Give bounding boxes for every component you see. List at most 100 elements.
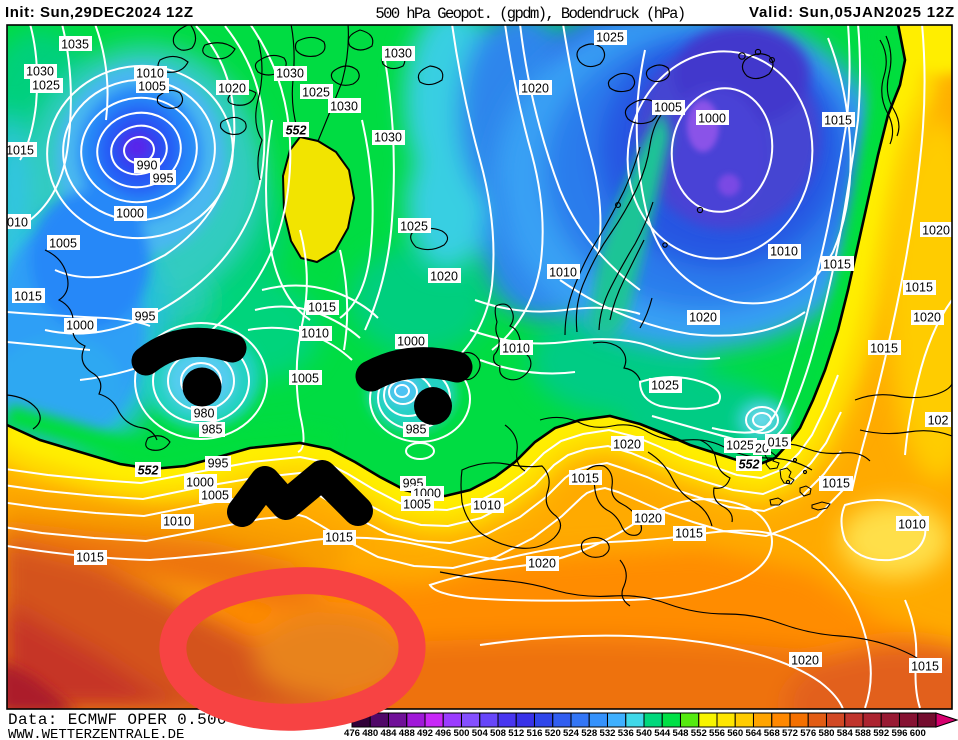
svg-text:1015: 1015 xyxy=(905,281,933,295)
svg-text:1020: 1020 xyxy=(613,438,641,452)
svg-text:564: 564 xyxy=(745,728,762,739)
svg-text:1010: 1010 xyxy=(301,327,329,341)
svg-text:500: 500 xyxy=(453,728,469,739)
svg-text:524: 524 xyxy=(563,728,580,739)
svg-text:568: 568 xyxy=(764,728,781,739)
svg-text:1020: 1020 xyxy=(521,82,549,96)
svg-text:1020: 1020 xyxy=(689,311,717,325)
svg-text:1020: 1020 xyxy=(913,311,941,325)
svg-text:015: 015 xyxy=(768,436,789,450)
svg-text:1000: 1000 xyxy=(66,319,94,333)
svg-text:1025: 1025 xyxy=(400,220,428,234)
svg-text:1015: 1015 xyxy=(823,258,851,272)
svg-text:1020: 1020 xyxy=(528,557,556,571)
svg-text:1010: 1010 xyxy=(549,266,577,280)
svg-text:540: 540 xyxy=(636,728,652,739)
svg-text:496: 496 xyxy=(435,728,451,739)
svg-text:1030: 1030 xyxy=(330,100,358,114)
svg-text:1020: 1020 xyxy=(430,270,458,284)
svg-text:528: 528 xyxy=(581,728,598,739)
svg-text:1010: 1010 xyxy=(163,515,191,529)
svg-text:552: 552 xyxy=(286,124,307,138)
svg-text:500 hPa Geopot. (gpdm), Bodend: 500 hPa Geopot. (gpdm), Bodendruck (hPa) xyxy=(375,5,684,23)
svg-text:536: 536 xyxy=(618,728,634,739)
svg-text:980: 980 xyxy=(194,407,215,421)
svg-text:102: 102 xyxy=(928,414,949,428)
svg-text:990: 990 xyxy=(137,159,158,173)
svg-text:588: 588 xyxy=(855,728,872,739)
svg-text:1030: 1030 xyxy=(384,47,412,61)
svg-text:1010: 1010 xyxy=(502,342,530,356)
svg-text:1000: 1000 xyxy=(698,112,726,126)
svg-text:1015: 1015 xyxy=(870,342,898,356)
svg-text:Init: Sun,29DEC2024 12Z: Init: Sun,29DEC2024 12Z xyxy=(5,4,194,21)
svg-text:1035: 1035 xyxy=(61,38,89,52)
svg-text:995: 995 xyxy=(135,310,156,324)
svg-text:Valid: Sun,05JAN2025 12Z: Valid: Sun,05JAN2025 12Z xyxy=(749,4,955,21)
svg-text:1025: 1025 xyxy=(596,31,624,45)
svg-text:552: 552 xyxy=(138,464,159,478)
svg-text:600: 600 xyxy=(910,728,926,739)
svg-text:552: 552 xyxy=(691,728,707,739)
svg-text:1015: 1015 xyxy=(571,472,599,486)
svg-text:1015: 1015 xyxy=(6,144,34,158)
svg-text:1020: 1020 xyxy=(218,82,246,96)
svg-text:985: 985 xyxy=(406,423,427,437)
svg-text:995: 995 xyxy=(208,457,229,471)
svg-text:1010: 1010 xyxy=(136,67,164,81)
svg-text:1020: 1020 xyxy=(634,512,662,526)
svg-text:WWW.WETTERZENTRALE.DE: WWW.WETTERZENTRALE.DE xyxy=(8,727,184,740)
svg-text:1005: 1005 xyxy=(403,498,431,512)
svg-text:1015: 1015 xyxy=(822,477,850,491)
svg-text:480: 480 xyxy=(362,728,378,739)
svg-text:1015: 1015 xyxy=(76,551,104,565)
svg-text:1000: 1000 xyxy=(397,335,425,349)
svg-text:560: 560 xyxy=(727,728,743,739)
svg-text:516: 516 xyxy=(526,728,542,739)
svg-text:985: 985 xyxy=(202,423,223,437)
svg-text:504: 504 xyxy=(472,728,489,739)
svg-text:532: 532 xyxy=(599,728,615,739)
svg-text:1020: 1020 xyxy=(791,654,819,668)
svg-text:1025: 1025 xyxy=(302,86,330,100)
svg-text:1015: 1015 xyxy=(325,531,353,545)
svg-text:592: 592 xyxy=(873,728,889,739)
svg-text:520: 520 xyxy=(545,728,561,739)
svg-text:1015: 1015 xyxy=(14,290,42,304)
svg-text:1000: 1000 xyxy=(186,476,214,490)
svg-text:1025: 1025 xyxy=(32,79,60,93)
svg-text:584: 584 xyxy=(837,728,854,739)
svg-text:1005: 1005 xyxy=(138,80,166,94)
svg-text:1030: 1030 xyxy=(26,65,54,79)
svg-text:572: 572 xyxy=(782,728,798,739)
svg-text:544: 544 xyxy=(654,728,671,739)
svg-text:492: 492 xyxy=(417,728,433,739)
svg-text:1015: 1015 xyxy=(308,301,336,315)
svg-text:1005: 1005 xyxy=(49,237,77,251)
svg-text:1025: 1025 xyxy=(651,379,679,393)
svg-text:1010: 1010 xyxy=(898,518,926,532)
svg-text:512: 512 xyxy=(508,728,524,739)
svg-text:Data: ECMWF OPER 0.500: Data: ECMWF OPER 0.500 xyxy=(8,711,227,729)
svg-text:1010: 1010 xyxy=(770,245,798,259)
svg-text:1030: 1030 xyxy=(374,131,402,145)
svg-text:1010: 1010 xyxy=(473,499,501,513)
svg-text:995: 995 xyxy=(153,172,174,186)
svg-text:576: 576 xyxy=(800,728,816,739)
svg-text:1005: 1005 xyxy=(654,101,682,115)
svg-text:1005: 1005 xyxy=(201,489,229,503)
svg-text:1005: 1005 xyxy=(291,372,319,386)
svg-text:1015: 1015 xyxy=(824,114,852,128)
svg-text:1030: 1030 xyxy=(276,67,304,81)
svg-text:476: 476 xyxy=(344,728,360,739)
svg-text:508: 508 xyxy=(490,728,507,739)
svg-text:596: 596 xyxy=(891,728,907,739)
svg-text:1015: 1015 xyxy=(675,527,703,541)
svg-text:488: 488 xyxy=(399,728,416,739)
svg-text:484: 484 xyxy=(380,728,397,739)
svg-text:1020: 1020 xyxy=(922,224,950,238)
svg-text:552: 552 xyxy=(739,458,760,472)
svg-text:580: 580 xyxy=(818,728,834,739)
svg-text:1010: 1010 xyxy=(0,216,28,230)
svg-text:1025: 1025 xyxy=(726,439,754,453)
